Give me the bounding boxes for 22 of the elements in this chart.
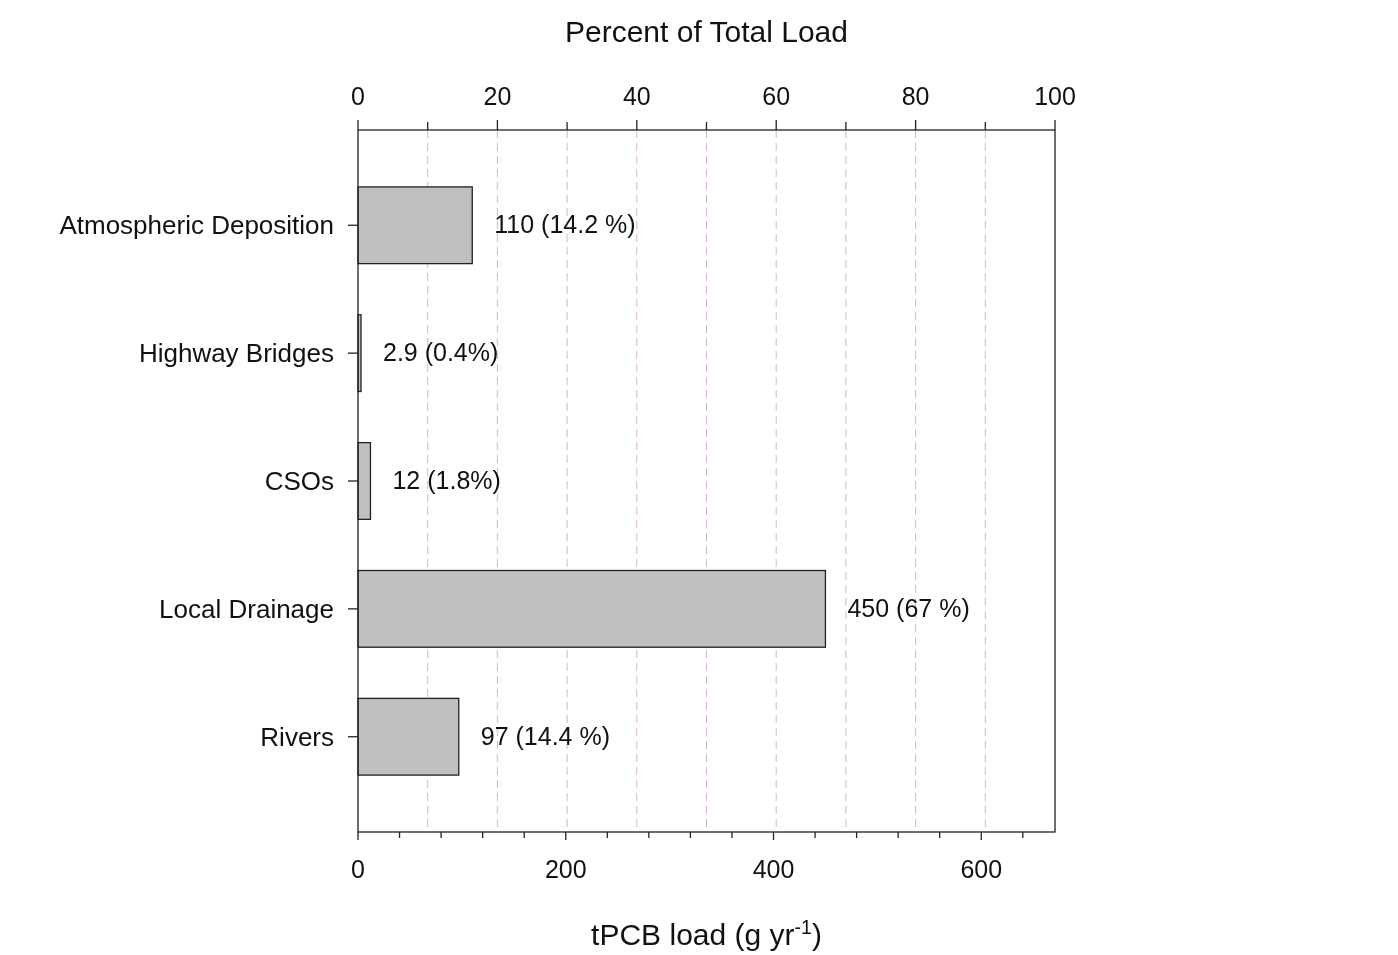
data-label: 110 (14.2 %): [494, 210, 636, 239]
data-label: 97 (14.4 %): [480, 721, 611, 750]
y-tick-label: Atmospheric Deposition: [59, 210, 334, 241]
x2-tick-label: 0: [351, 82, 365, 110]
x-tick-label: 600: [960, 855, 1003, 883]
x-axis-title: tPCB load (g yr$^{-1}$): [591, 916, 822, 951]
x-tick-label: 0: [351, 855, 365, 883]
data-label: 450 (67 %): [847, 593, 970, 622]
y-tick-label: CSOs: [264, 466, 334, 496]
x2-tick-label: 100: [1034, 82, 1076, 110]
x2-tick-label: 80: [901, 82, 930, 110]
x-tick-label: 400: [752, 855, 795, 883]
y-tick-label: Highway Bridges: [138, 338, 334, 369]
data-label: 2.9 (0.4%): [383, 338, 499, 367]
x2-tick-label: 40: [622, 82, 651, 110]
y-tick-label: Local Drainage: [159, 593, 334, 624]
data-label: 12 (1.8%): [392, 466, 501, 494]
x2-axis-title: Percent of Total Load: [565, 15, 848, 48]
x2-tick-label: 20: [483, 82, 512, 110]
x-tick-label: 200: [544, 855, 587, 883]
x2-tick-label: 60: [762, 82, 791, 110]
y-tick-label: Rivers: [260, 721, 334, 752]
